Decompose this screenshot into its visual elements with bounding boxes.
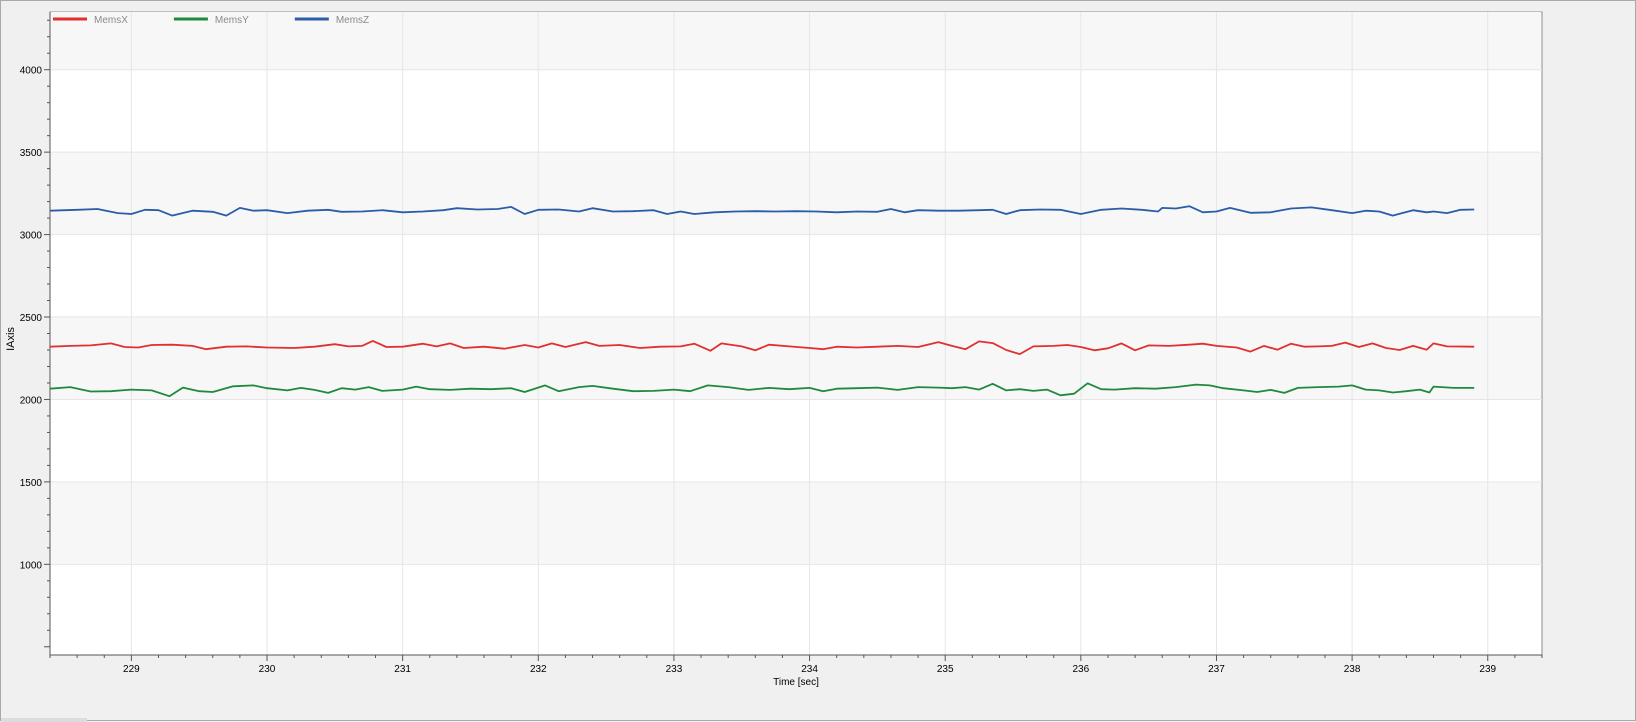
alternating-bands — [51, 12, 1541, 565]
y-tick-label: 4000 — [20, 66, 43, 77]
band — [51, 152, 1541, 235]
y-tick-label: 3500 — [20, 148, 43, 159]
series-line-memsx — [49, 340, 1475, 355]
gridlines — [50, 12, 1542, 655]
legend-item-memsz[interactable]: MemsZ — [294, 15, 369, 26]
band — [51, 12, 1541, 70]
x-tick-label: 231 — [394, 664, 411, 675]
legend-item-memsx[interactable]: MemsX — [53, 15, 128, 26]
y-axis-label: IAxis — [5, 327, 17, 351]
y-tick-label: 1000 — [20, 560, 43, 571]
band — [51, 317, 1541, 400]
x-tick-label: 232 — [530, 664, 547, 675]
legend[interactable]: MemsX MemsY MemsZ — [53, 15, 369, 26]
axes: 229 230 231 232 233 234 235 236 237 238 239 1000 150… — [20, 12, 1543, 675]
y-tick-label: 2000 — [20, 395, 43, 406]
legend-label: MemsX — [94, 15, 128, 26]
x-tick-label: 233 — [666, 664, 683, 675]
x-tick-label: 239 — [1479, 664, 1496, 675]
x-tick-label: 237 — [1208, 664, 1225, 675]
legend-label: MemsZ — [336, 15, 369, 26]
x-axis-label: Time [sec] — [773, 677, 819, 688]
y-tick-label: 2500 — [20, 313, 43, 324]
x-tick-label: 230 — [259, 664, 276, 675]
series-line-memsy — [49, 382, 1475, 398]
y-tick-label: 3000 — [20, 231, 43, 242]
band — [51, 481, 1541, 565]
legend-item-memsy[interactable]: MemsY — [173, 15, 249, 26]
status-strip — [1, 718, 87, 722]
x-tick-label: 236 — [1072, 664, 1089, 675]
legend-label: MemsY — [215, 15, 249, 26]
x-tick-label: 234 — [801, 664, 818, 675]
x-tick-label: 235 — [937, 664, 954, 675]
x-tick-label: 229 — [123, 664, 140, 675]
x-tick-label: 238 — [1344, 664, 1361, 675]
y-tick-label: 1500 — [20, 478, 43, 489]
series-layer — [49, 205, 1475, 398]
series-line-memsz — [49, 205, 1475, 217]
